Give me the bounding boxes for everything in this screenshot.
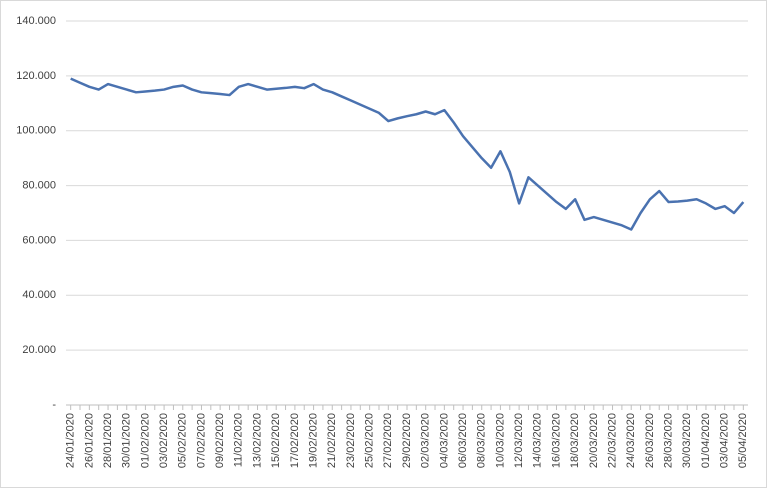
y-tick-label: 20.000 [22, 344, 56, 356]
x-tick-label: 01/02/2020 [139, 413, 151, 468]
x-tick-label: 17/02/2020 [289, 413, 301, 468]
y-tick-label: 60.000 [22, 234, 56, 246]
x-tick-label: 05/04/2020 [737, 413, 749, 468]
x-tick-label: 28/03/2020 [662, 413, 674, 468]
x-tick-label: 02/03/2020 [420, 413, 432, 468]
x-tick-label: 23/02/2020 [345, 413, 357, 468]
x-tick-label: 14/03/2020 [532, 413, 544, 468]
x-tick-label: 12/03/2020 [513, 413, 525, 468]
x-tick-label: 08/03/2020 [476, 413, 488, 468]
y-tick-label: 120.000 [16, 70, 56, 82]
x-tick-label: 07/02/2020 [195, 413, 207, 468]
x-tick-label: 26/03/2020 [644, 413, 656, 468]
x-tick-label: 20/03/2020 [588, 413, 600, 468]
x-tick-label: 03/02/2020 [158, 413, 170, 468]
x-tick-label: 13/02/2020 [251, 413, 263, 468]
x-tick-label: 28/01/2020 [102, 413, 114, 468]
x-tick-label: 30/01/2020 [121, 413, 133, 468]
x-tick-label: 26/01/2020 [83, 413, 95, 468]
y-tick-label: 100.000 [16, 125, 56, 137]
x-tick-label: 03/04/2020 [719, 413, 731, 468]
x-tick-label: 06/03/2020 [457, 413, 469, 468]
x-tick-label: 30/03/2020 [681, 413, 693, 468]
x-tick-label: 22/03/2020 [606, 413, 618, 468]
y-tick-label: 140.000 [16, 15, 56, 27]
x-tick-label: 18/03/2020 [569, 413, 581, 468]
x-tick-label: 27/02/2020 [382, 413, 394, 468]
x-tick-label: 10/03/2020 [494, 413, 506, 468]
x-tick-label: 01/04/2020 [700, 413, 712, 468]
y-tick-label: - [52, 399, 56, 411]
x-tick-label: 25/02/2020 [364, 413, 376, 468]
x-tick-label: 15/02/2020 [270, 413, 282, 468]
x-tick-label: 21/02/2020 [326, 413, 338, 468]
x-tick-label: 19/02/2020 [307, 413, 319, 468]
x-tick-label: 04/03/2020 [438, 413, 450, 468]
x-tick-label: 05/02/2020 [177, 413, 189, 468]
x-tick-label: 16/03/2020 [550, 413, 562, 468]
x-tick-label: 09/02/2020 [214, 413, 226, 468]
x-tick-label: 24/01/2020 [65, 413, 77, 468]
y-tick-label: 40.000 [22, 289, 56, 301]
x-tick-label: 24/03/2020 [625, 413, 637, 468]
data-line [70, 77, 745, 231]
x-tick-label: 11/02/2020 [233, 413, 245, 467]
x-tick-label: 29/02/2020 [401, 413, 413, 468]
y-tick-label: 80.000 [22, 179, 56, 191]
